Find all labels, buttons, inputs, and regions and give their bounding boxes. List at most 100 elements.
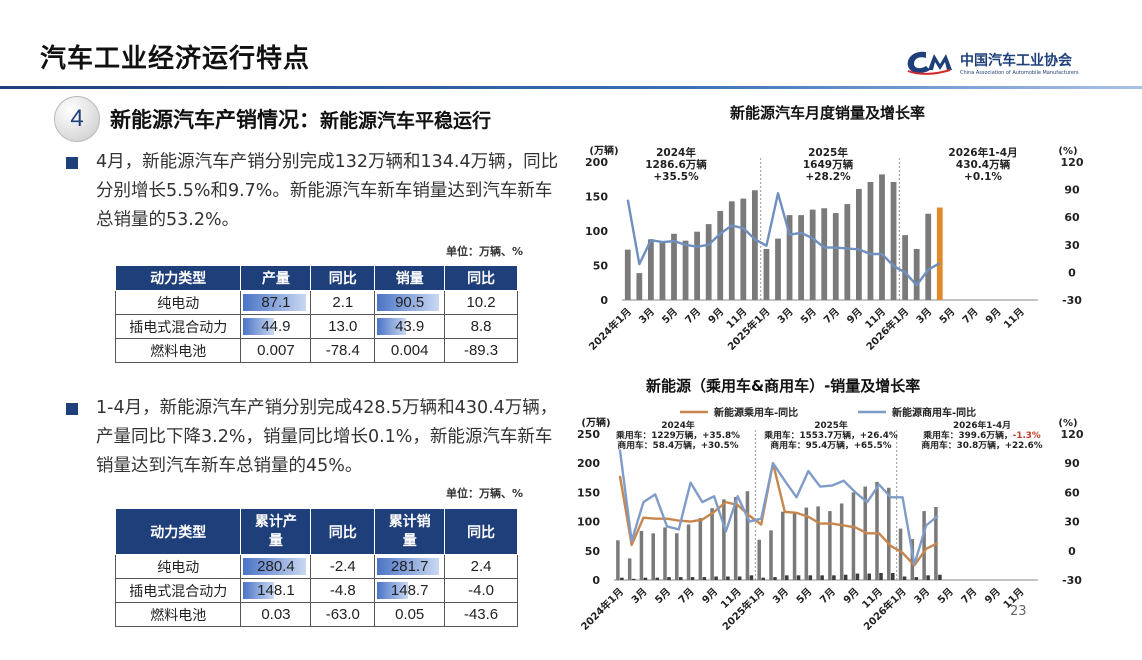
data-bar-fill — [377, 318, 407, 335]
bar-commercial — [808, 575, 813, 580]
table-header: 同比 — [444, 265, 518, 291]
x-tick-label: 3月 — [912, 586, 932, 606]
title-divider — [0, 86, 1142, 89]
table-cell-value: 0.007 — [257, 342, 295, 359]
chart-title: 新能源（乘用车&商用车）-销量及增长率 — [646, 377, 921, 395]
bar-passenger — [722, 499, 726, 580]
table-cell-sales_yoy: -4.0 — [444, 578, 518, 603]
bar-monthly-sales — [786, 215, 793, 300]
annotation-text: 2025年 — [814, 419, 847, 431]
table-cell-type: 燃料电池 — [114, 338, 242, 363]
monthly-table: 动力类型 产量 同比 销量 同比 纯电动 87.1 2.1 90.5 10.2 插电式混合… — [114, 265, 518, 363]
bar-monthly-sales — [659, 241, 666, 300]
table-cell-sales_yoy: 8.8 — [444, 314, 518, 339]
bar-monthly-sales — [925, 213, 932, 300]
paragraph-cumulative: 1-4月，新能源汽车产销分别完成428.5万辆和430.4万辆，产量同比下降3.… — [96, 398, 558, 476]
data-bar-fill — [243, 294, 306, 311]
yoy-growth-line — [626, 192, 941, 287]
x-tick-label: 5月 — [653, 586, 673, 606]
table-cell-sales: 0.05 — [374, 602, 446, 627]
table-cell-value: 0.004 — [390, 342, 429, 359]
x-tick-label: 3月 — [775, 306, 795, 326]
y2-tick-label: 90 — [1064, 457, 1080, 470]
bar-commercial — [655, 577, 659, 580]
y2-tick-label: -30 — [1062, 294, 1082, 307]
bar-monthly-sales — [867, 182, 874, 300]
y-tick-label: 50 — [593, 260, 609, 273]
bar-passenger — [898, 528, 903, 580]
table-cell-sales_yoy: 2.4 — [444, 554, 518, 579]
bar-passenger — [675, 533, 679, 580]
y-tick-label: 0 — [600, 294, 608, 307]
bullet-square-icon — [66, 157, 78, 169]
table-cell-type: 插电式混合动力 — [114, 314, 242, 339]
y-tick-label: 100 — [577, 516, 600, 529]
bar-passenger — [710, 508, 714, 580]
table-cell-sales: 90.5 — [374, 290, 446, 315]
x-tick-label: 5月 — [798, 306, 818, 326]
annotation-text: 430.4万辆 — [956, 158, 1011, 171]
table-row: 插电式混合动力 44.9 13.0 43.9 8.8 — [114, 314, 518, 339]
table-header: 产量 — [240, 265, 312, 291]
y2-tick-label: 60 — [1064, 211, 1080, 224]
annotation-text: 商用车：58.4万辆，+30.5% — [617, 439, 738, 451]
cumulative-table: 动力类型 累计产量 同比 累计销量 同比 纯电动 280.4 -2.4 281.7 2.… — [114, 508, 518, 627]
table-cell-value: 281.7 — [390, 558, 429, 575]
table-cell-value: 280.4 — [257, 558, 295, 575]
bar-monthly-sales — [879, 174, 885, 300]
table-cell-prod_yoy: -63.0 — [310, 602, 376, 627]
x-tick-label: 3月 — [637, 306, 657, 326]
data-bar-fill — [243, 318, 274, 335]
bar-commercial — [891, 572, 895, 580]
table-row: 插电式混合动力 148.1 -4.8 148.7 -4.0 — [114, 578, 518, 603]
annotation-text: 2024年 — [656, 146, 696, 159]
y-tick-label: 150 — [585, 191, 608, 204]
bar-passenger — [733, 497, 738, 580]
x-tick-label: 9月 — [706, 306, 726, 326]
bar-commercial — [773, 577, 777, 580]
bar-commercial — [679, 577, 683, 580]
bar-passenger — [828, 511, 832, 580]
x-tick-label: 7月 — [676, 586, 696, 606]
x-tick-label: 11月 — [1001, 306, 1026, 331]
bar-monthly-sales — [705, 224, 712, 300]
table-cell-value: 148.1 — [257, 582, 295, 599]
table-header: 销量 — [374, 265, 446, 291]
bar-commercial — [631, 578, 636, 580]
legend-label: 新能源乘用车-同比 — [714, 406, 798, 419]
y2-tick-label: -30 — [1062, 574, 1082, 587]
annotation-text: 1649万辆 — [803, 158, 854, 171]
annotation-text: 2025年 — [808, 146, 848, 159]
x-tick-label: 9月 — [845, 306, 865, 326]
annotation-text: 2024年 — [661, 419, 694, 431]
bar-passenger — [757, 539, 761, 580]
table-cell-prod_yoy: -4.8 — [310, 578, 376, 603]
x-tick-label: 3月 — [914, 306, 934, 326]
x-tick-label: 3月 — [770, 586, 790, 606]
y2-tick-label: 30 — [1064, 239, 1080, 252]
header: 汽车工业经济运行特点 中国汽车工业协会 China Association of… — [0, 0, 1142, 90]
data-bar-fill — [377, 294, 440, 311]
bar-monthly-sales — [624, 249, 631, 300]
table-cell-type: 燃料电池 — [114, 602, 242, 627]
bar-passenger — [686, 524, 691, 580]
x-tick-label: 3月 — [629, 586, 649, 606]
annotation-text: 1286.6万辆 — [645, 158, 707, 171]
bar-commercial — [726, 576, 730, 580]
bar-passenger — [804, 507, 809, 580]
bar-commercial — [620, 577, 624, 580]
bar-monthly-sales — [832, 213, 839, 300]
x-tick-label: 9月 — [982, 586, 1002, 606]
bar-monthly-sales — [682, 240, 689, 300]
x-tick-label: 5月 — [935, 586, 955, 606]
x-tick-label: 5月 — [660, 306, 680, 326]
bar-current-month — [936, 207, 943, 300]
table-cell-prod_yoy: -78.4 — [310, 338, 376, 363]
table-cell-value: 90.5 — [395, 294, 425, 311]
table-cell-value: 148.7 — [390, 582, 429, 599]
table-cell-sales_yoy: -89.3 — [444, 338, 518, 363]
bar-commercial — [785, 575, 789, 580]
y-axis-unit: (万辆) — [581, 416, 610, 429]
y-tick-label: 250 — [577, 428, 600, 441]
bar-monthly-sales — [844, 204, 851, 300]
